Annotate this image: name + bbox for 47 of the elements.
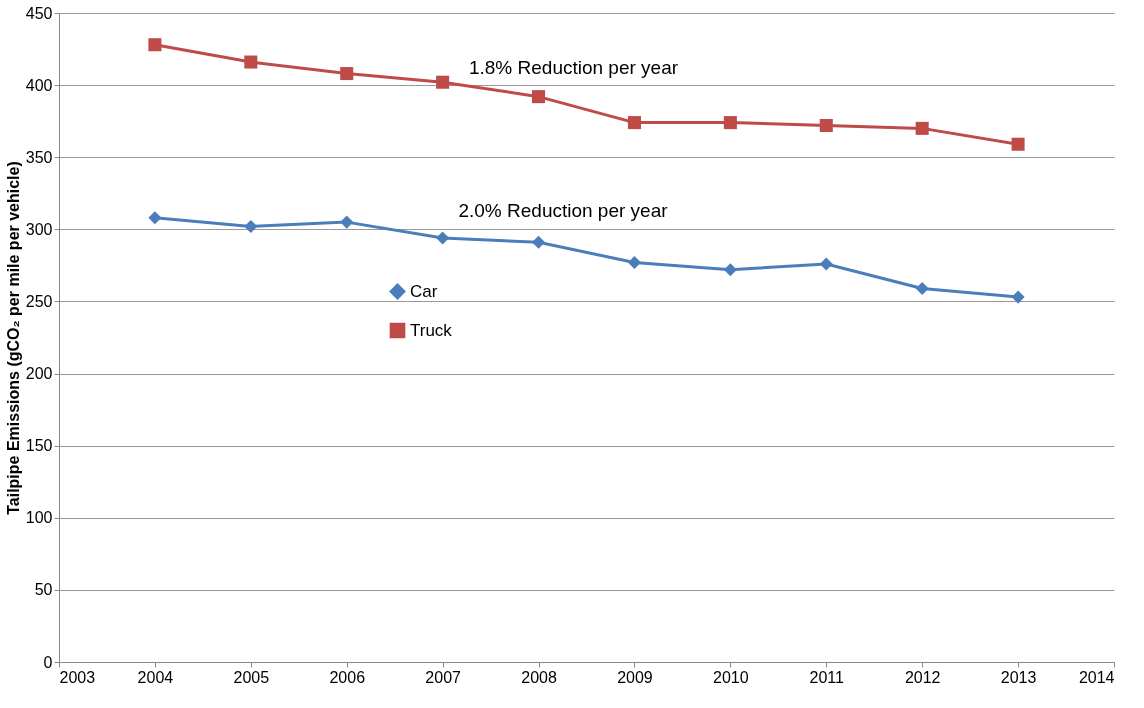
point [148,211,162,225]
x-tick-label: 2009 [617,668,653,686]
y-tick-label: 450 [25,4,53,22]
y-tick-label: 0 [43,653,53,671]
point [1011,290,1025,304]
x-tick-label: 2006 [329,668,366,686]
annotation: 1.8% Reduction per year [468,57,679,79]
point [819,257,833,271]
y-tick-label: 50 [34,581,53,599]
y-tick-label: 350 [25,148,53,166]
x-tick-label: 2014 [1078,668,1115,686]
point [340,215,354,229]
y-tick-label: 400 [25,76,53,94]
y-axis-title: Tailpipe Emissions (gCO₂ per mile per vehicle) [4,161,22,515]
point [627,116,641,130]
x-tick-label: 2012 [904,668,941,686]
annotation: 2.0% Reduction per year [458,200,669,222]
y-tick-label: 100 [25,509,53,527]
point [723,263,737,277]
point [436,231,450,245]
point [148,38,162,52]
point [819,118,833,133]
point [244,219,258,233]
x-tick-label: 2010 [713,668,749,686]
point [915,281,929,295]
x-tick-label: 2007 [425,668,462,686]
x-tick-label: 2004 [137,668,174,686]
point [532,90,546,104]
point [340,67,354,81]
y-tick-label: 200 [25,365,53,383]
y-tick-label: 250 [25,292,53,310]
point [627,255,641,270]
x-tick-label: 2008 [521,668,557,686]
point [1011,137,1025,151]
x-tick-label: 2003 [59,668,96,686]
x-tick-label: 2005 [233,668,270,686]
legend-label: Car [410,281,438,301]
y-tick-label: 150 [25,437,53,455]
x-tick-label: 2013 [1000,668,1037,686]
point [915,121,929,135]
point [532,235,546,249]
legend-label: Truck [410,320,453,340]
point [436,75,450,89]
x-tick-label: 2011 [809,668,845,686]
point [244,55,258,69]
y-tick-label: 300 [25,220,53,238]
point [723,116,737,130]
